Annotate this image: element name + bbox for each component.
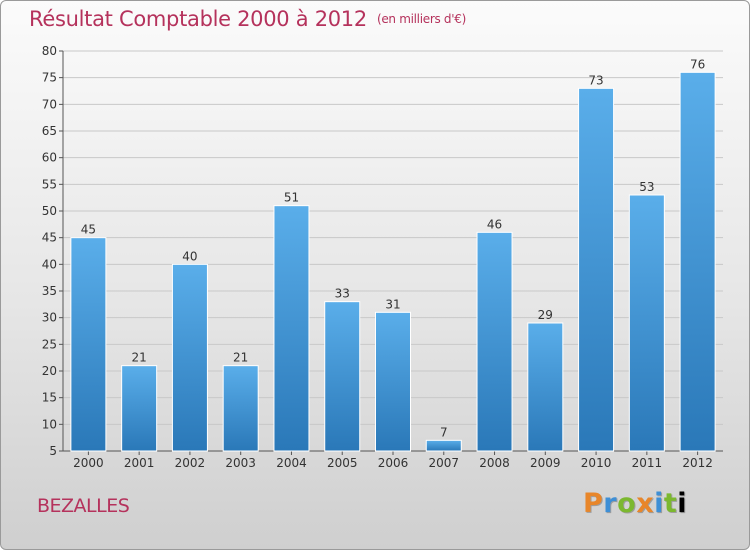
commune-name: BEZALLES <box>37 495 130 517</box>
data-label-2005: 33 <box>335 287 350 301</box>
labels: 5 10 15 20 25 30 35 40 45 50 55 60 65 70 75 80 45 2000 21 2… <box>42 44 713 470</box>
x-tick-label-2004: 2004 <box>276 456 307 470</box>
x-tick-label-2000: 2000 <box>73 456 104 470</box>
x-tick-label-2011: 2011 <box>632 456 663 470</box>
data-label-2007: 7 <box>440 425 448 439</box>
y-tick-label: 55 <box>42 177 57 191</box>
bar-2003 <box>222 365 259 452</box>
data-label-2011: 53 <box>639 180 654 194</box>
chart-title: Résultat Comptable 2000 à 2012 (en millie… <box>29 7 466 31</box>
y-tick-label: 35 <box>42 284 57 298</box>
x-tick-label-2005: 2005 <box>327 456 358 470</box>
x-tick-label-2008: 2008 <box>479 456 510 470</box>
y-tick-label: 60 <box>42 151 57 165</box>
data-label-2003: 21 <box>233 351 248 365</box>
y-tick-label: 45 <box>42 231 57 245</box>
title-text: Résultat Comptable 2000 à 2012 <box>29 7 367 31</box>
x-tick-label-2012: 2012 <box>682 456 713 470</box>
y-tick-label: 50 <box>42 204 57 218</box>
bar-2006 <box>375 311 411 452</box>
x-tick-label-2002: 2002 <box>175 456 206 470</box>
bar-2005 <box>324 301 361 452</box>
title-unit: (en milliers d'€) <box>376 12 466 26</box>
y-tick-label: 30 <box>42 311 57 325</box>
x-tick-label-2003: 2003 <box>225 456 256 470</box>
bar-2002 <box>171 263 208 452</box>
x-tick-label-2001: 2001 <box>124 456 155 470</box>
y-tick-label: 75 <box>42 71 57 85</box>
bar-2001 <box>121 365 158 452</box>
y-tick-label: 5 <box>49 444 57 458</box>
bar-2007 <box>425 439 462 452</box>
y-tick-label: 70 <box>42 97 57 111</box>
data-label-2012: 76 <box>690 57 705 71</box>
bar-2011 <box>628 194 665 452</box>
x-tick-label-2010: 2010 <box>581 456 612 470</box>
x-tick-label-2006: 2006 <box>378 456 409 470</box>
y-tick-label: 20 <box>42 364 57 378</box>
x-tick-label-2009: 2009 <box>530 456 561 470</box>
y-tick-label: 15 <box>42 391 57 405</box>
bar-2008 <box>476 231 513 452</box>
bar-2000 <box>70 237 107 452</box>
x-tick-label-2007: 2007 <box>428 456 459 470</box>
proxiti-logo: Proxiti <box>583 488 688 519</box>
bar-2004 <box>273 205 310 452</box>
data-label-2008: 46 <box>487 217 502 231</box>
y-tick-label: 40 <box>42 257 57 271</box>
y-tick-label: 65 <box>42 124 57 138</box>
bar-2010 <box>578 87 615 452</box>
data-label-2000: 45 <box>81 223 96 237</box>
bar-2009 <box>527 322 564 452</box>
data-label-2006: 31 <box>385 297 400 311</box>
y-tick-label: 25 <box>42 337 57 351</box>
bar-2012 <box>679 71 716 452</box>
bars <box>70 71 716 452</box>
data-label-2004: 51 <box>284 191 299 205</box>
data-label-2002: 40 <box>182 249 197 263</box>
data-label-2010: 73 <box>588 73 603 87</box>
y-tick-label: 10 <box>42 417 57 431</box>
y-tick-label: 80 <box>42 44 57 58</box>
data-label-2001: 21 <box>132 351 147 365</box>
data-label-2009: 29 <box>538 308 553 322</box>
